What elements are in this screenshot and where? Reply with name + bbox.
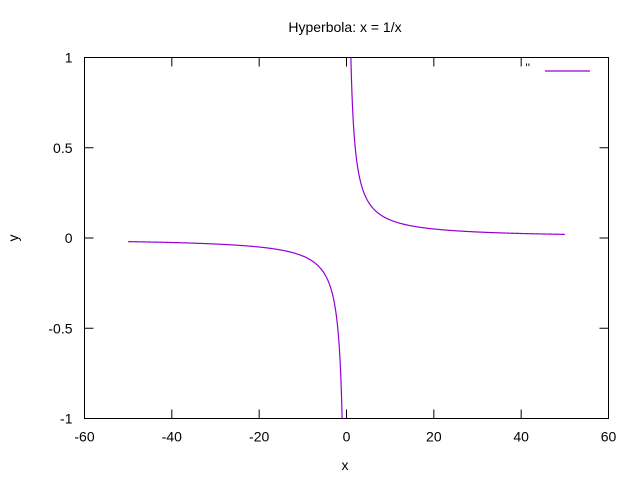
x-tick-label: -20 — [249, 429, 269, 445]
y-tick-label: 0 — [65, 230, 73, 246]
y-tick-label: 0.5 — [53, 140, 73, 156]
x-tick-label: 60 — [601, 429, 617, 445]
chart-title: Hyperbola: x = 1/x — [288, 19, 401, 35]
x-tick-label: 40 — [513, 429, 529, 445]
legend-label: '' — [525, 61, 530, 75]
x-tick-label: -40 — [162, 429, 182, 445]
y-tick-label: -1 — [60, 411, 73, 427]
x-tick-label: -60 — [74, 429, 94, 445]
x-tick-label: 20 — [426, 429, 442, 445]
series-line-negative-branch — [128, 241, 343, 419]
series-line-positive-branch — [350, 57, 565, 235]
legend: '' — [525, 61, 590, 75]
series-layer — [128, 57, 565, 419]
x-axis-title: x — [342, 457, 349, 473]
x-tick-label: 0 — [343, 429, 351, 445]
tick-labels: -60 -40 -20 0 20 40 60 -1 -0.5 0 0.5 1 — [48, 50, 616, 445]
plot-frame — [84, 57, 609, 419]
y-tick-label: -0.5 — [48, 320, 72, 336]
y-tick-label: 1 — [65, 50, 73, 66]
axis-ticks — [84, 57, 609, 419]
y-axis-title: y — [5, 235, 21, 242]
